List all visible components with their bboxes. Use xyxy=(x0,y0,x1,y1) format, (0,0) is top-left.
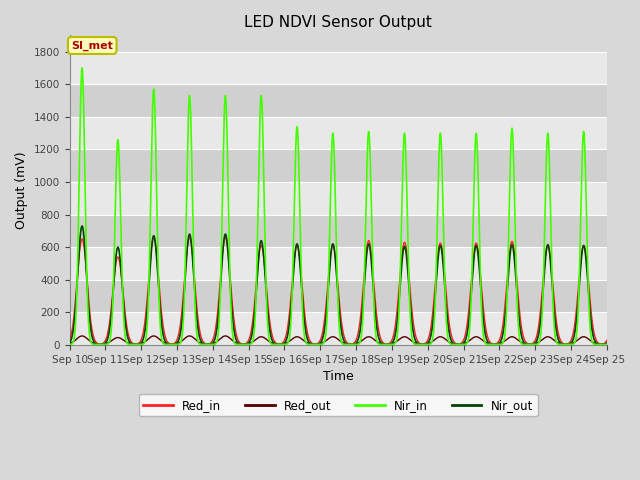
Y-axis label: Output (mV): Output (mV) xyxy=(15,151,28,229)
Bar xyxy=(70,182,607,215)
Bar xyxy=(70,312,607,345)
Bar xyxy=(70,280,607,312)
Bar xyxy=(70,52,607,84)
Legend: Red_in, Red_out, Nir_in, Nir_out: Red_in, Red_out, Nir_in, Nir_out xyxy=(139,394,538,416)
Bar xyxy=(70,247,607,280)
Text: SI_met: SI_met xyxy=(71,40,113,50)
Bar xyxy=(70,215,607,247)
Title: LED NDVI Sensor Output: LED NDVI Sensor Output xyxy=(244,15,432,30)
X-axis label: Time: Time xyxy=(323,370,354,383)
Bar xyxy=(70,149,607,182)
Bar xyxy=(70,84,607,117)
Bar xyxy=(70,117,607,149)
